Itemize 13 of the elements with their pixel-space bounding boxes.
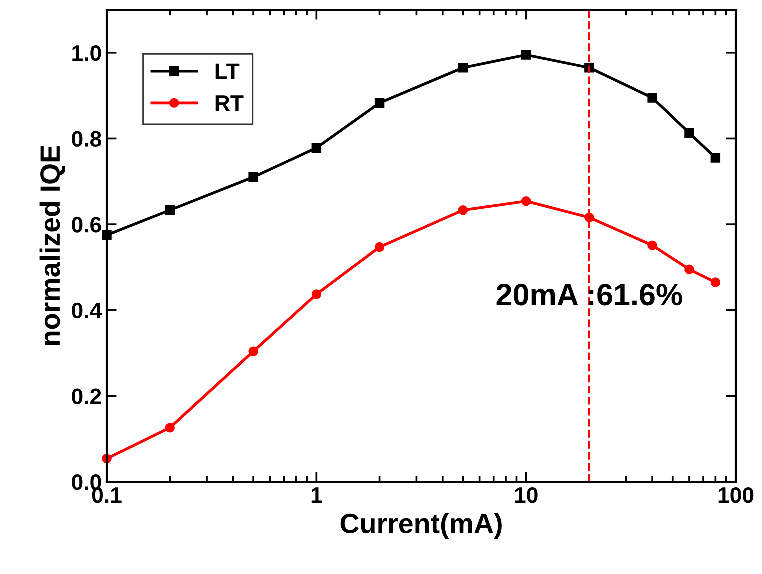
x-tick-label: 100 xyxy=(718,487,754,504)
annotation: 20mA :61.6% xyxy=(496,284,682,306)
x-tick-label: 1 xyxy=(312,488,322,503)
y-tick-label: 0.2 xyxy=(72,388,102,404)
x-axis-title: Current(mA) xyxy=(340,513,502,540)
y-tick-label: 0.6 xyxy=(72,217,102,233)
legend-label: RT xyxy=(216,96,244,111)
y-tick-label: 0.8 xyxy=(72,131,102,147)
y-axis-title: normalized IQE xyxy=(40,146,66,346)
legend-label: LT xyxy=(216,64,240,80)
y-tick-label: 1.0 xyxy=(72,45,102,62)
y-tick-label: 0.4 xyxy=(72,302,102,319)
x-tick-label: 10 xyxy=(515,487,538,504)
